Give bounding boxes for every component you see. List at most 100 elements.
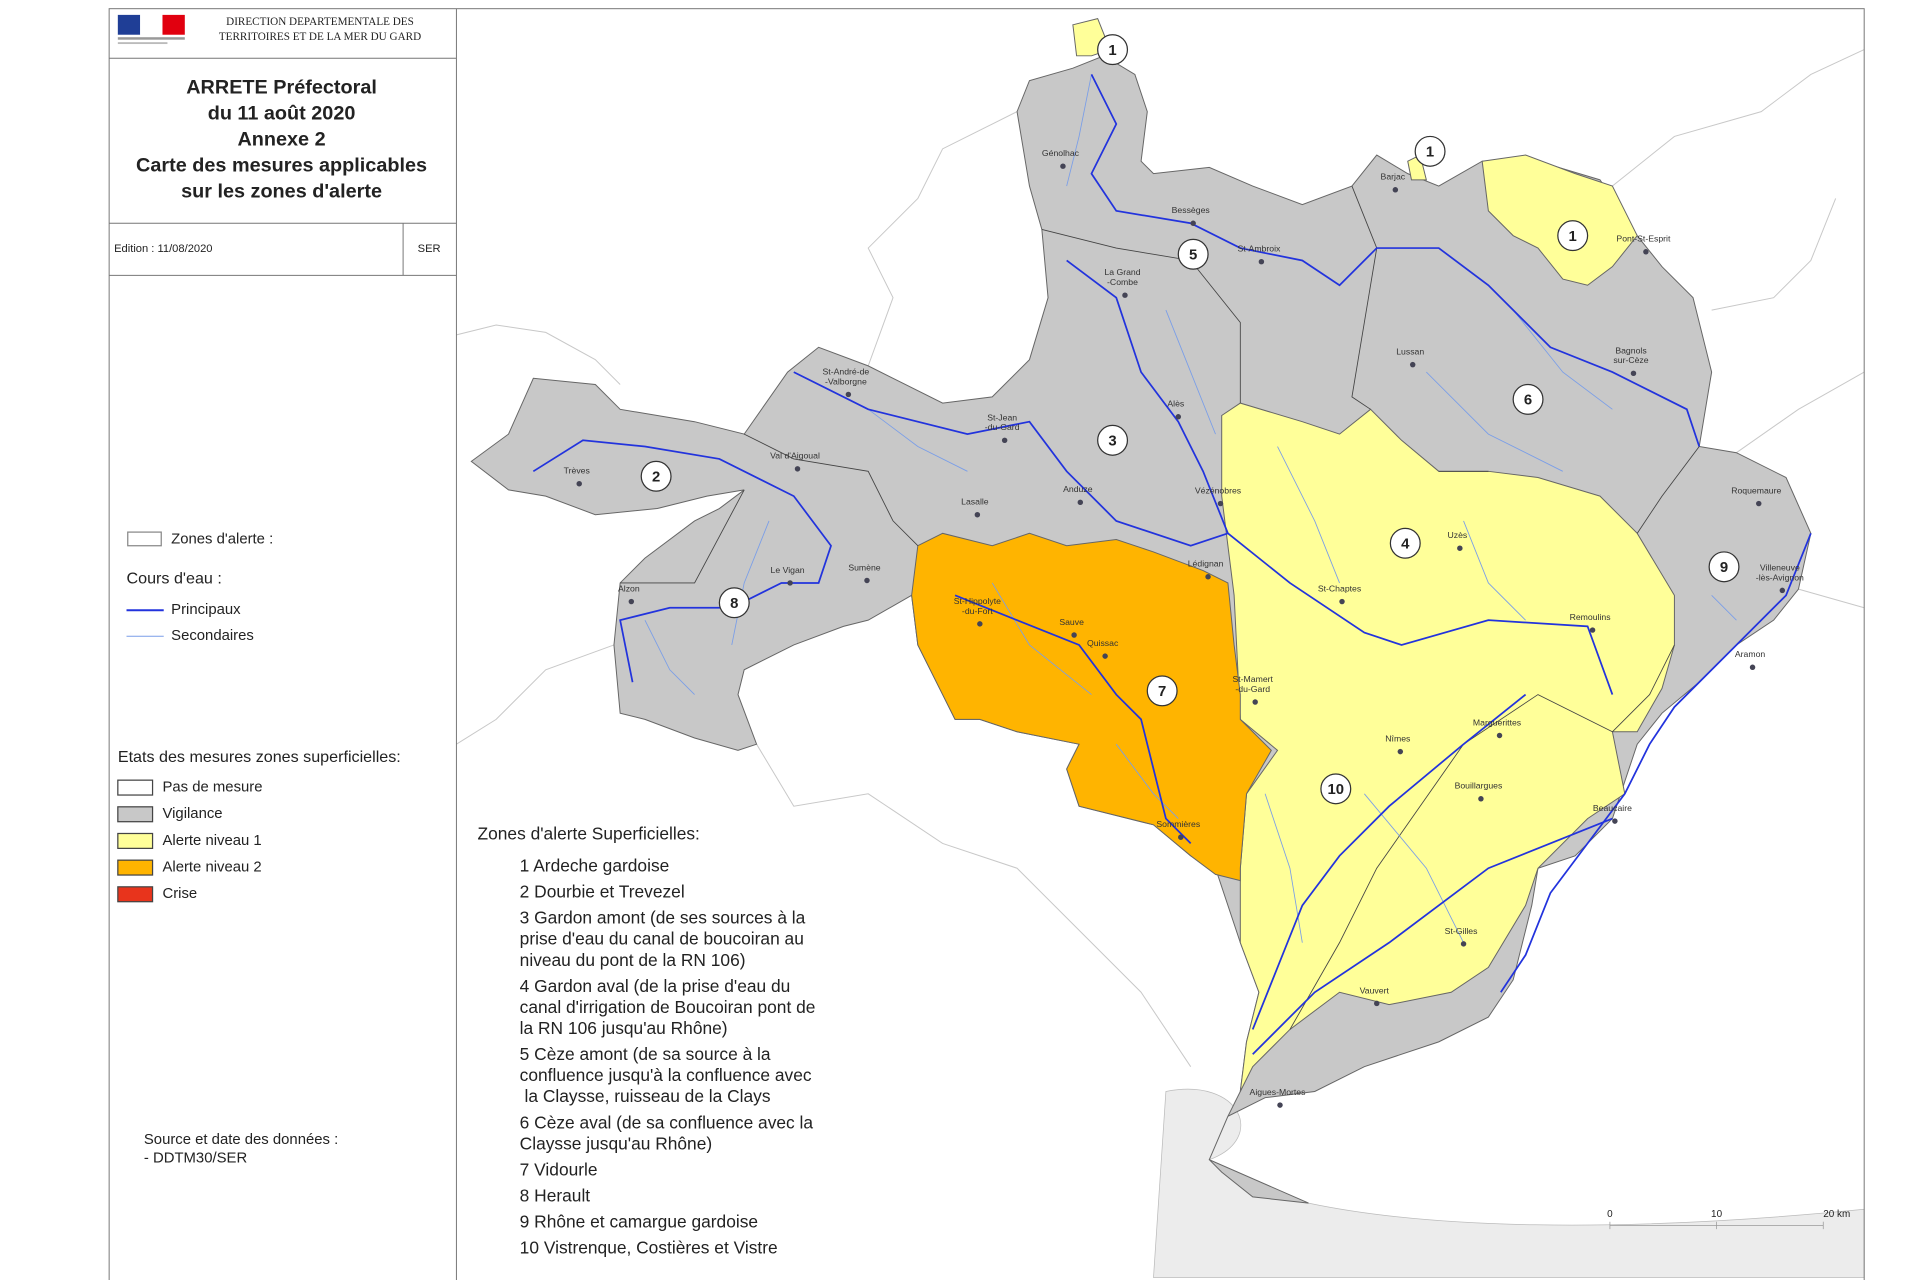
town-name: Bagnols — [1615, 345, 1647, 355]
town-name: Sumène — [848, 562, 880, 572]
town-dot — [1071, 632, 1077, 638]
town-name: sur-Cèze — [1613, 355, 1648, 365]
town-dot — [1277, 1102, 1283, 1108]
agency-name: DIRECTION DEPARTEMENTALE DES — [226, 16, 414, 28]
zone-list-item: 4 Gardon aval (de la prise d'eau du — [520, 976, 791, 996]
legend-label: Principaux — [171, 602, 241, 618]
town-name: -du-Gard — [1235, 684, 1270, 694]
zone-list-item: prise d'eau du canal de boucoiran au — [520, 929, 804, 949]
legend-swatch — [117, 886, 154, 903]
legend-label: Cours d'eau : — [127, 569, 222, 587]
town-dot — [1001, 437, 1008, 444]
town-dot — [1460, 941, 1467, 947]
zone-number: 7 — [1158, 684, 1166, 700]
zone-list-item: Claysse jusqu'au Rhône) — [520, 1133, 712, 1153]
zone-alert-2 — [911, 532, 1272, 882]
title: sur les zones d'alerte — [181, 180, 382, 202]
zone-list-item: canal d'irrigation de Boucoiran pont de — [520, 997, 816, 1017]
town-name: Barjac — [1381, 172, 1406, 182]
town-dot — [1258, 258, 1265, 265]
zone-number: 3 — [1108, 433, 1116, 449]
town-dot — [1496, 732, 1503, 739]
legend-label: Alerte niveau 1 — [162, 833, 261, 849]
legend-swatch — [117, 779, 154, 796]
zone-number: 10 — [1328, 782, 1345, 798]
town-name: Anduze — [1063, 484, 1093, 494]
zone-marker — [640, 460, 672, 492]
town-dot — [1643, 249, 1649, 255]
neighbour-borders — [456, 49, 1865, 1067]
zone-list-item: niveau du pont de la RN 106) — [520, 950, 746, 970]
town-name: Le Vigan — [771, 565, 805, 575]
town-name: St-Hippolyte — [954, 596, 1001, 606]
legend-label: Alerte niveau 2 — [162, 860, 261, 876]
town-name: -Combe — [1107, 277, 1138, 287]
legend-swatch — [117, 859, 154, 876]
zone-marker — [1320, 773, 1352, 805]
town-name: Bouillargues — [1455, 781, 1503, 791]
zone-list-item: 8 Herault — [520, 1185, 591, 1205]
town-dot — [794, 466, 801, 472]
map: Génolhac Bessèges St-Ambroix Barjac Pont-St-… — [456, 18, 1865, 1278]
town-name: St-Ambroix — [1237, 244, 1281, 254]
zone-marker — [718, 587, 750, 619]
town-name: -du-Fort — [962, 606, 993, 616]
side-panel: DIRECTION DEPARTEMENTALE DES TERRITOIRES … — [114, 16, 815, 1258]
main-rivers — [532, 74, 1812, 1055]
zone-list-item: confluence jusqu'à la confluence avec — [520, 1065, 812, 1085]
town-dot — [1478, 796, 1484, 802]
marianne-logo — [117, 14, 185, 45]
zone-list-item: 7 Vidourle — [520, 1159, 598, 1179]
secondary-rivers — [644, 74, 1737, 943]
town-name: Remoulins — [1570, 612, 1612, 622]
town-dot — [1749, 664, 1756, 671]
town-name: -lès-Avignon — [1756, 572, 1804, 582]
town-name: Beaucaire — [1593, 803, 1632, 813]
title: Carte des mesures applicables — [136, 154, 427, 176]
legend-label: Crise — [162, 886, 197, 902]
town-name: Quissac — [1087, 638, 1119, 648]
zone-marker — [1512, 383, 1544, 415]
town-dot — [974, 512, 981, 518]
town-name: Roquemaure — [1731, 485, 1781, 495]
title: Annexe 2 — [237, 128, 325, 150]
legend-swatch — [127, 531, 162, 547]
town-name: -du-Gard — [985, 422, 1020, 432]
zone-list-item: 9 Rhône et camargue gardoise — [520, 1212, 758, 1232]
scale-label: 0 — [1607, 1209, 1613, 1220]
town-name: Génolhac — [1042, 148, 1080, 158]
town-dot — [1612, 818, 1618, 824]
town-name: St-Mamert — [1232, 674, 1273, 684]
legend-label: Vigilance — [162, 806, 222, 822]
town-dot — [1630, 370, 1637, 377]
town-name: St-Gilles — [1445, 926, 1478, 936]
title: du 11 août 2020 — [208, 102, 356, 124]
town-dot — [1217, 500, 1224, 507]
zone-marker — [1708, 551, 1740, 583]
town-dot — [845, 391, 852, 398]
town-name: Lédignan — [1188, 559, 1224, 569]
edition: Edition : 11/08/2020 — [114, 243, 212, 255]
town-name: Alès — [1167, 399, 1185, 409]
zone-marker — [1414, 135, 1446, 167]
town-name: Lussan — [1396, 347, 1424, 357]
town-dot — [1374, 1000, 1380, 1007]
zone-number: 6 — [1524, 393, 1532, 409]
zone-alert-1 — [1481, 154, 1638, 286]
zone-marker — [1097, 424, 1129, 456]
zone-number: 1 — [1569, 229, 1577, 245]
town-name: Lasalle — [961, 497, 989, 507]
title: ARRETE Préfectoral — [186, 76, 377, 98]
town-dot — [977, 621, 983, 627]
zone-list-item: 5 Cèze amont (de sa source à la — [520, 1044, 771, 1064]
zone-number: 9 — [1720, 560, 1728, 576]
town-name: Villeneuve — [1760, 562, 1800, 572]
town-name: Val d'Aigoual — [770, 451, 820, 461]
scale-label: 10 — [1711, 1209, 1723, 1220]
town-dot — [628, 598, 635, 605]
service: SER — [418, 243, 441, 255]
legend-title: Etats des mesures zones superficielles: — [118, 748, 401, 766]
town-name: Bessèges — [1172, 205, 1211, 215]
